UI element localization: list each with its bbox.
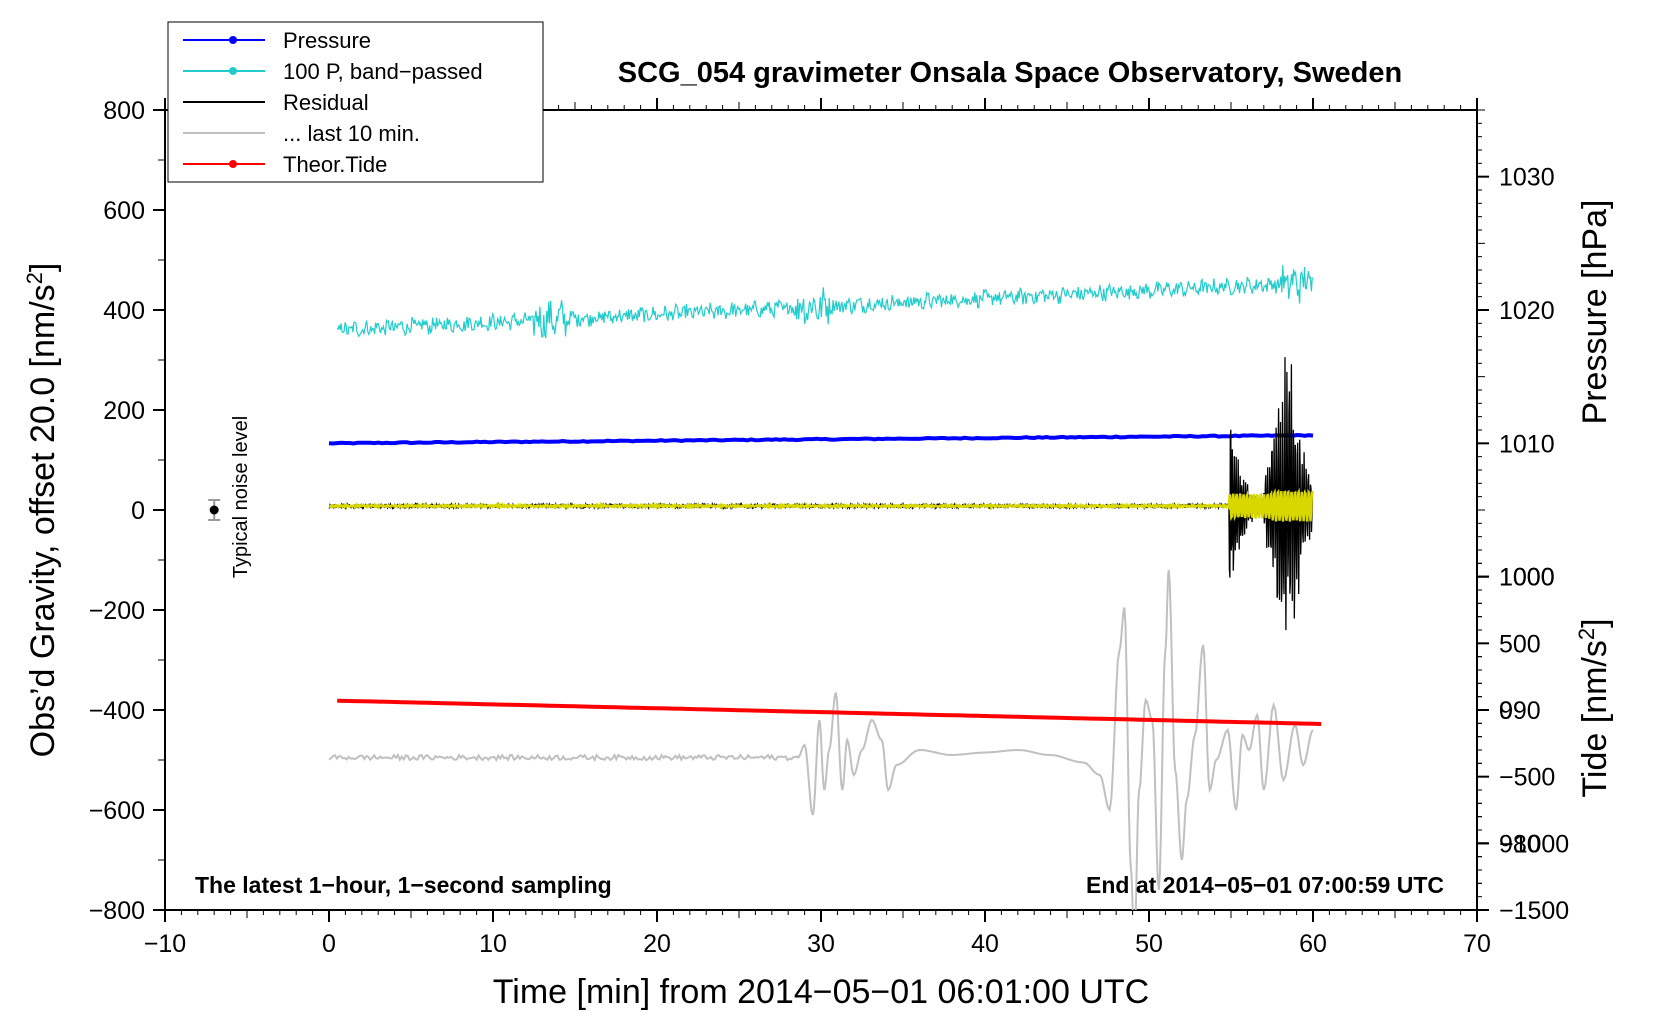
x-tick-label: −10 [144,930,186,958]
legend-swatch-marker [229,36,237,44]
x-tick-label: 30 [807,930,835,958]
series-100p-band-passed [336,265,1313,339]
y-axis-tide-label-close: ] [1576,618,1614,627]
x-tick-label: 40 [971,930,999,958]
tide-tick-label: 0 [1499,697,1513,725]
legend-swatch-marker [229,160,237,168]
pressure-tick-label: 980 [1499,830,1541,858]
y-axis-left: 800 600 400 200 0 −200 −400 −600 −800 [89,97,165,925]
noise-level-marker: Typical noise level [208,416,252,578]
tide-tick-label: 1000 [1499,564,1555,592]
x-tick-label: 60 [1299,930,1327,958]
legend-item: Theor.Tide [183,152,387,177]
chart-title: SCG_054 gravimeter Onsala Space Observat… [618,57,1402,89]
pressure-tick-label: 1000 [1499,564,1555,592]
series-theor-tide [337,698,1322,726]
y-axis-tide-label-main: Tide [nm/s [1576,640,1614,797]
legend-item: ... last 10 min. [183,121,420,146]
y-axis-pressure-label: Pressure [hPa] [1576,200,1614,425]
x-tick-label: 20 [643,930,671,958]
x-axis-label: Time [min] from 2014−05−01 06:01:00 UTC [493,973,1149,1011]
y-tick-label: 600 [103,197,145,225]
pressure-tick-label: 1030 [1499,164,1555,192]
y-tick-label: 0 [131,497,145,525]
legend-label: 100 P, band−passed [283,59,483,84]
y-axis-tide-label-sup: 2 [1574,628,1599,640]
legend: Pressure 100 P, band−passed Residual ... la… [167,21,544,183]
y-tick-label: −600 [89,797,145,825]
tide-tick-label: −500 [1499,764,1555,792]
legend-item: 100 P, band−passed [183,59,483,84]
series-layer [328,265,1322,910]
pressure-tick-label: 1010 [1499,430,1555,458]
y-tick-label: 400 [103,297,145,325]
legend-label: Residual [283,90,369,115]
tide-tick-label: 500 [1499,630,1541,658]
x-tick-label: 50 [1135,930,1163,958]
y-axis-left-label-sup: 2 [22,272,47,284]
series-residual [328,357,1314,631]
annotation-end-time: End at 2014−05−01 07:00:59 UTC [1086,872,1444,898]
series-last-10-min [328,569,1314,910]
legend-swatch-marker [229,67,237,75]
noise-label: Typical noise level [230,416,252,578]
y-tick-label: 200 [103,397,145,425]
noise-dot [209,505,219,515]
x-tick-label: 10 [479,930,507,958]
x-tick-label: 0 [322,930,336,958]
y-tick-label: 800 [103,97,145,125]
legend-item: Residual [183,90,369,115]
pressure-tick-label: 1020 [1499,297,1555,325]
y-tick-label: −200 [89,597,145,625]
legend-label: Theor.Tide [283,152,387,177]
legend-item: Pressure [183,28,371,53]
series-residual-smoothed [329,487,1314,522]
series-pressure [328,432,1314,446]
y-tick-label: −800 [89,897,145,925]
y-axis-right-pressure: 1030 1020 1010 1000 990 980 [1477,109,1555,884]
legend-label: ... last 10 min. [283,121,420,146]
pressure-tick-label: 990 [1499,697,1541,725]
y-axis-left-label: Obs’d Gravity, offset 20.0 [nm/s2] [22,263,62,758]
y-axis-tide-label: Tide [nm/s2] [1574,618,1614,797]
legend-label: Pressure [283,28,371,53]
y-axis-left-label-main: Obs’d Gravity, offset 20.0 [nm/s [24,284,62,757]
x-tick-label: 70 [1463,930,1491,958]
x-axis: −10 0 10 20 30 40 50 60 70 [144,98,1491,958]
y-axis-right-tide: 1000 500 0 −500 −1000 −1500 [1477,549,1569,925]
y-tick-label: −400 [89,697,145,725]
tide-tick-label: −1000 [1499,830,1569,858]
y-axis-left-label-close: ] [24,263,62,272]
tide-tick-label: −1500 [1499,897,1569,925]
annotation-sampling: The latest 1−hour, 1−second sampling [195,872,612,898]
